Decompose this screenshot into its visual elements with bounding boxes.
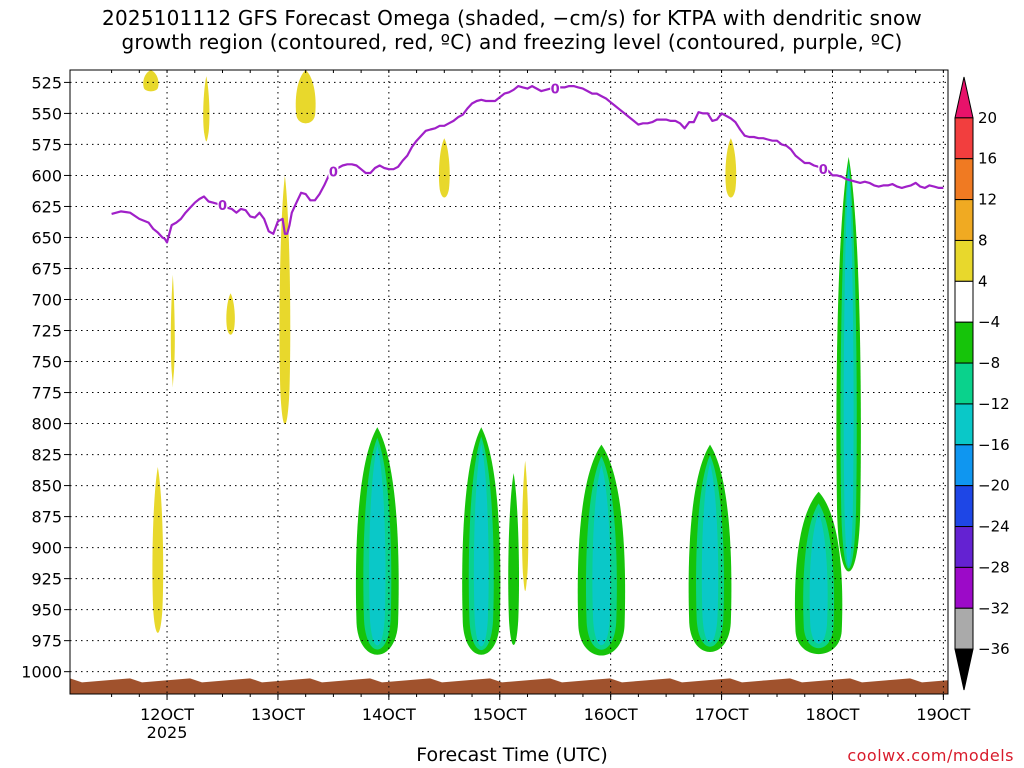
omega-column-18oct-core [843, 167, 854, 567]
y-tick-label: 825 [31, 446, 62, 465]
colorbar-swatch [954, 321, 974, 364]
colorbar-swatch [954, 199, 974, 241]
omega-cell-15oct-core [473, 443, 489, 647]
contour-label-bg [550, 81, 561, 95]
y-tick-label: 900 [31, 539, 62, 558]
colorbar-label: −32 [978, 599, 1010, 617]
y-tick-label: 650 [31, 228, 62, 247]
colorbar-label: −28 [978, 558, 1010, 576]
title-line-1: 2025101112 GFS Forecast Omega (shaded, −… [102, 6, 922, 30]
omega-cell-15oct-b [508, 473, 520, 645]
colorbar-label: −12 [978, 395, 1010, 413]
x-tick-sublabel: 2025 [147, 723, 188, 742]
y-tick-label: 725 [31, 322, 62, 341]
contour-label-bg [217, 198, 228, 212]
colorbar-label: 12 [978, 191, 997, 209]
credit-link[interactable]: coolwx.com/models [847, 746, 1014, 765]
y-tick-label: 575 [31, 135, 62, 154]
colorbar-swatch [954, 117, 974, 160]
pos-top-3 [203, 76, 210, 142]
y-tick-label: 875 [31, 508, 62, 527]
colorbar-label: 8 [978, 231, 988, 249]
x-tick-label: 19OCT [916, 705, 970, 724]
y-tick-label: 1000 [21, 663, 62, 682]
x-tick-label: 12OCT [140, 705, 194, 724]
colorbar-swatch [954, 158, 974, 201]
contour-label-bg [818, 162, 829, 176]
x-tick-label: 15OCT [473, 705, 527, 724]
pos-left-mid [170, 274, 175, 388]
colorbar: 20 16 12 8 4 −4 −8 −12 −16 −20 −24 −28 −32 −36 [954, 76, 1010, 691]
pos-top-2 [295, 70, 316, 124]
colorbar-swatch [954, 566, 974, 609]
y-tick-label: 775 [31, 384, 62, 403]
freezing-level-line [111, 85, 944, 244]
y-tick-label: 975 [31, 632, 62, 651]
colorbar-swatch [954, 362, 974, 405]
y-tick-label: 675 [31, 259, 62, 278]
colorbar-swatch [954, 403, 974, 446]
pos-left-low [152, 466, 164, 633]
y-tick-label: 850 [31, 477, 62, 496]
y-tick-label: 800 [31, 415, 62, 434]
x-tick-label: 17OCT [695, 705, 749, 724]
y-tick-label: 750 [31, 353, 62, 372]
pos-15a [438, 138, 450, 198]
x-tick-label: 13OCT [251, 705, 305, 724]
colorbar-label: 20 [978, 109, 997, 127]
chart-title: 2025101112 GFS Forecast Omega (shaded, −… [0, 6, 1024, 54]
colorbar-cap-bottom [954, 648, 974, 691]
title-line-2: growth region (contoured, red, ºC) and f… [121, 30, 903, 54]
colorbar-cap-top [954, 76, 974, 119]
colorbar-label: −24 [978, 518, 1010, 536]
colorbar-label: −4 [978, 313, 1000, 331]
colorbar-swatch [954, 239, 974, 282]
plot-fill-layer [70, 70, 948, 694]
colorbar-label: 16 [978, 150, 997, 168]
colorbar-swatch [954, 485, 974, 528]
freezing-level-layer: 0 0 0 0 [111, 81, 944, 244]
x-tick-label: 16OCT [584, 705, 638, 724]
colorbar-swatch [954, 526, 974, 568]
colorbar-swatch [954, 607, 974, 650]
x-axis-label: Forecast Time (UTC) [416, 744, 608, 766]
grid-layer [70, 70, 948, 694]
y-tick-label: 600 [31, 166, 62, 185]
contour-label: 0 [819, 163, 828, 178]
colorbar-label: −36 [978, 640, 1010, 658]
omega-cell-14oct-core [369, 445, 386, 646]
pos-12b [226, 293, 235, 335]
ground-surface [70, 678, 948, 694]
colorbar-swatch [954, 280, 974, 323]
colorbar-swatch [954, 444, 974, 487]
axes-layer: 525 550 575 600 625 650 675 700 725 750 775 800 825 8… [21, 70, 971, 742]
colorbar-label: −16 [978, 436, 1010, 454]
y-tick-label: 925 [31, 570, 62, 589]
contour-label: 0 [551, 83, 560, 98]
x-tick-label: 18OCT [806, 705, 860, 724]
x-tick-label: 14OCT [362, 705, 416, 724]
contour-label-bg [328, 164, 339, 178]
colorbar-label: 4 [978, 272, 988, 290]
pos-col-15b [522, 460, 529, 592]
omega-cell-18oct-core [809, 512, 828, 644]
y-tick-label: 550 [31, 104, 62, 123]
y-tick-label: 625 [31, 197, 62, 216]
pos-17a [725, 138, 737, 198]
plot-frame [69, 69, 949, 695]
colorbar-label: −8 [978, 354, 1000, 372]
contour-label: 0 [329, 166, 338, 181]
pos-top-1 [143, 70, 159, 92]
y-tick-label: 525 [31, 73, 62, 92]
contour-label: 0 [218, 199, 227, 214]
y-tick-label: 950 [31, 601, 62, 620]
colorbar-label: −20 [978, 477, 1010, 495]
omega-cell-16oct-core [592, 465, 611, 646]
omega-cell-17oct-core [701, 463, 719, 643]
y-tick-label: 700 [31, 291, 62, 310]
